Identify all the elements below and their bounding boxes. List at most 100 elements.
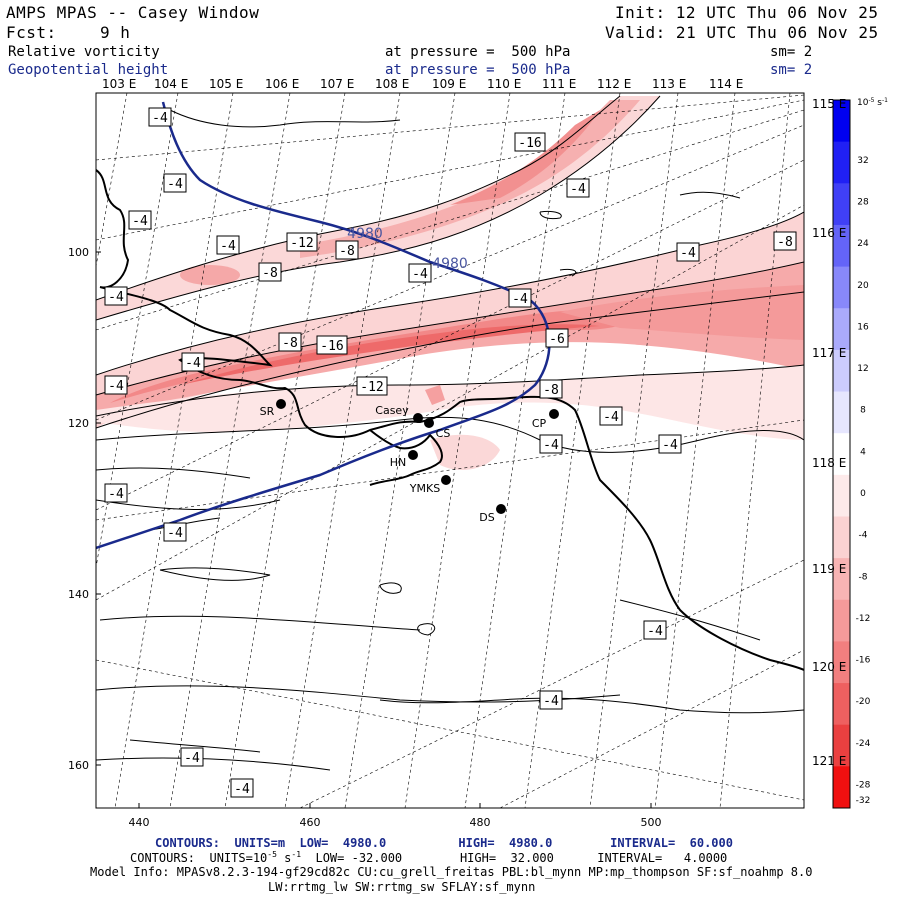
contour-label-box: [216, 235, 240, 255]
top-longitude-label: 109 E: [432, 77, 467, 91]
contour-label-box: [104, 375, 128, 395]
height-contour-4980: [96, 101, 551, 550]
contour-label-box: [356, 376, 388, 396]
coastline: [96, 169, 804, 671]
colorbar-unit: 10-5 s-1: [857, 97, 888, 108]
top-longitude-label: 105 E: [209, 77, 244, 91]
field1-level: at pressure = 500 hPa: [385, 44, 571, 60]
contour-label-box: [163, 522, 187, 542]
plot-frame: [95, 92, 805, 809]
colorbar-segment: [833, 224, 850, 268]
contour-label-box: [104, 483, 128, 503]
colorbar-segment: [833, 474, 850, 517]
colorbar-segment: [833, 141, 850, 184]
field2-name: Geopotential height: [8, 62, 169, 78]
x-tick-label: 480: [470, 816, 491, 829]
vorticity-contour-label: -4: [108, 487, 124, 502]
vorticity-contour-label: -8: [339, 244, 355, 259]
colorbar-tick-label: 28: [857, 197, 869, 207]
vorticity-contour-label: -4: [543, 694, 559, 709]
x-tick-label: 440: [129, 816, 150, 829]
top-longitude-label: 110 E: [487, 77, 522, 91]
field2-level: at pressure = 500 hPa: [385, 62, 571, 78]
x-tick-label: 500: [641, 816, 662, 829]
vorticity-contours: [96, 95, 804, 771]
height-contour-label: 4980: [347, 226, 383, 242]
vorticity-contour-label: -6: [549, 332, 565, 347]
vorticity-contour-info: CONTOURS: UNITS=10-5 s-1 LOW= -32.000 HI…: [130, 850, 728, 865]
station-dot: [424, 418, 434, 428]
vorticity-contour-label: -4: [185, 356, 201, 371]
colorbar-segment: [833, 308, 850, 351]
contour-label-box: [181, 352, 205, 372]
colorbar-segment: [833, 100, 850, 143]
vorticity-contour-label: -4: [543, 438, 559, 453]
colorbar-segment: [833, 183, 850, 226]
contour-label-box: [676, 242, 700, 262]
vorticity-contour-label: -4: [412, 267, 428, 282]
colorbar-tick-label: -24: [856, 739, 871, 749]
contour-label-box: [599, 406, 623, 426]
model-info-physics: LW:rrtmg_lw SW:rrtmg_sw SFLAY:sf_mynn: [268, 880, 536, 894]
vorticity-contour-labels: -16 -4 -4 -4 -4 -12 -8 -8 -4 -8 -4 -4 -8 -16 -6 -4 -12 -8…: [104, 107, 797, 798]
contour-label-box: [335, 240, 359, 260]
colorbar-segment: [833, 641, 850, 684]
colorbar-tick-label: -32: [856, 796, 871, 806]
top-longitude-label: 104 E: [154, 77, 189, 91]
colorbar-tick-label: -20: [856, 697, 871, 707]
top-longitude-label: 112 E: [597, 77, 632, 91]
init-time: Init: 12 UTC Thu 06 Nov 25: [615, 3, 879, 22]
height-contour-labels: 4980 4980: [347, 226, 468, 272]
plot-title: AMPS MPAS -- Casey Window: [6, 3, 260, 22]
top-longitude-label: 114 E: [709, 77, 744, 91]
colorbar-segment: [833, 266, 850, 309]
vorticity-contour-label: -12: [360, 380, 383, 395]
colorbar-tick-label: -16: [856, 656, 871, 666]
station-label: Casey: [375, 404, 409, 417]
contour-label-box: [545, 328, 569, 348]
station-dot: [496, 504, 506, 514]
contour-label-box: [408, 263, 432, 283]
forecast-hour: 9 h: [100, 23, 131, 42]
colorbar-segment: [833, 516, 850, 559]
colorbar: 32 28 24 20 16 12 8 4 0 -4 -8 -12 -16 -20 -24 -28 -32 10-…: [832, 97, 888, 809]
station-dot: [408, 450, 418, 460]
valid-time: Valid: 21 UTC Thu 06 Nov 25: [605, 23, 879, 42]
contour-label-box: [658, 434, 682, 454]
contour-label-box: [316, 335, 348, 355]
contour-label-box: [104, 286, 128, 306]
station-dot: [441, 475, 451, 485]
colorbar-segment: [833, 683, 850, 726]
vorticity-contour-label: -4: [220, 239, 236, 254]
vorticity-contour-label: -4: [108, 379, 124, 394]
field1-smoothing: sm= 2: [770, 44, 813, 60]
colorbar-tick-label: -4: [859, 531, 868, 541]
contour-label-box: [230, 778, 254, 798]
height-contour-info: CONTOURS: UNITS=m LOW= 4980.0 HIGH= 4980…: [155, 836, 733, 850]
contour-label-box: [163, 173, 187, 193]
vorticity-contour-label: -4: [132, 214, 148, 229]
vorticity-contour-label: -16: [320, 339, 343, 354]
colorbar-tick-label: 32: [857, 156, 868, 166]
colorbar-tick-label: 16: [857, 322, 869, 332]
right-longitude-label: 120 E: [812, 660, 847, 674]
vorticity-contour-label: -8: [777, 235, 793, 250]
contour-label-box: [643, 620, 667, 640]
vorticity-contour-label: -4: [570, 182, 586, 197]
station-label: CS: [436, 427, 451, 440]
y-tick-label: 140: [68, 588, 89, 601]
top-longitude-label: 111 E: [542, 77, 577, 91]
model-info: Model Info: MPASv8.2.3-194-gf29cd82c CU:…: [90, 865, 813, 879]
station-label: SR: [260, 405, 275, 418]
colorbar-segment: [833, 599, 850, 642]
vorticity-contour-label: -4: [662, 438, 678, 453]
vorticity-contour-label: -8: [543, 383, 559, 398]
latlon-grid: [96, 93, 804, 808]
x-tick-label: 460: [300, 816, 321, 829]
colorbar-tick-label: -28: [856, 781, 871, 791]
contour-label-box: [258, 262, 282, 282]
station-dot: [413, 413, 423, 423]
vorticity-contour-label: -4: [680, 246, 696, 261]
colorbar-frame: [832, 99, 851, 809]
contour-label-box: [566, 178, 590, 198]
